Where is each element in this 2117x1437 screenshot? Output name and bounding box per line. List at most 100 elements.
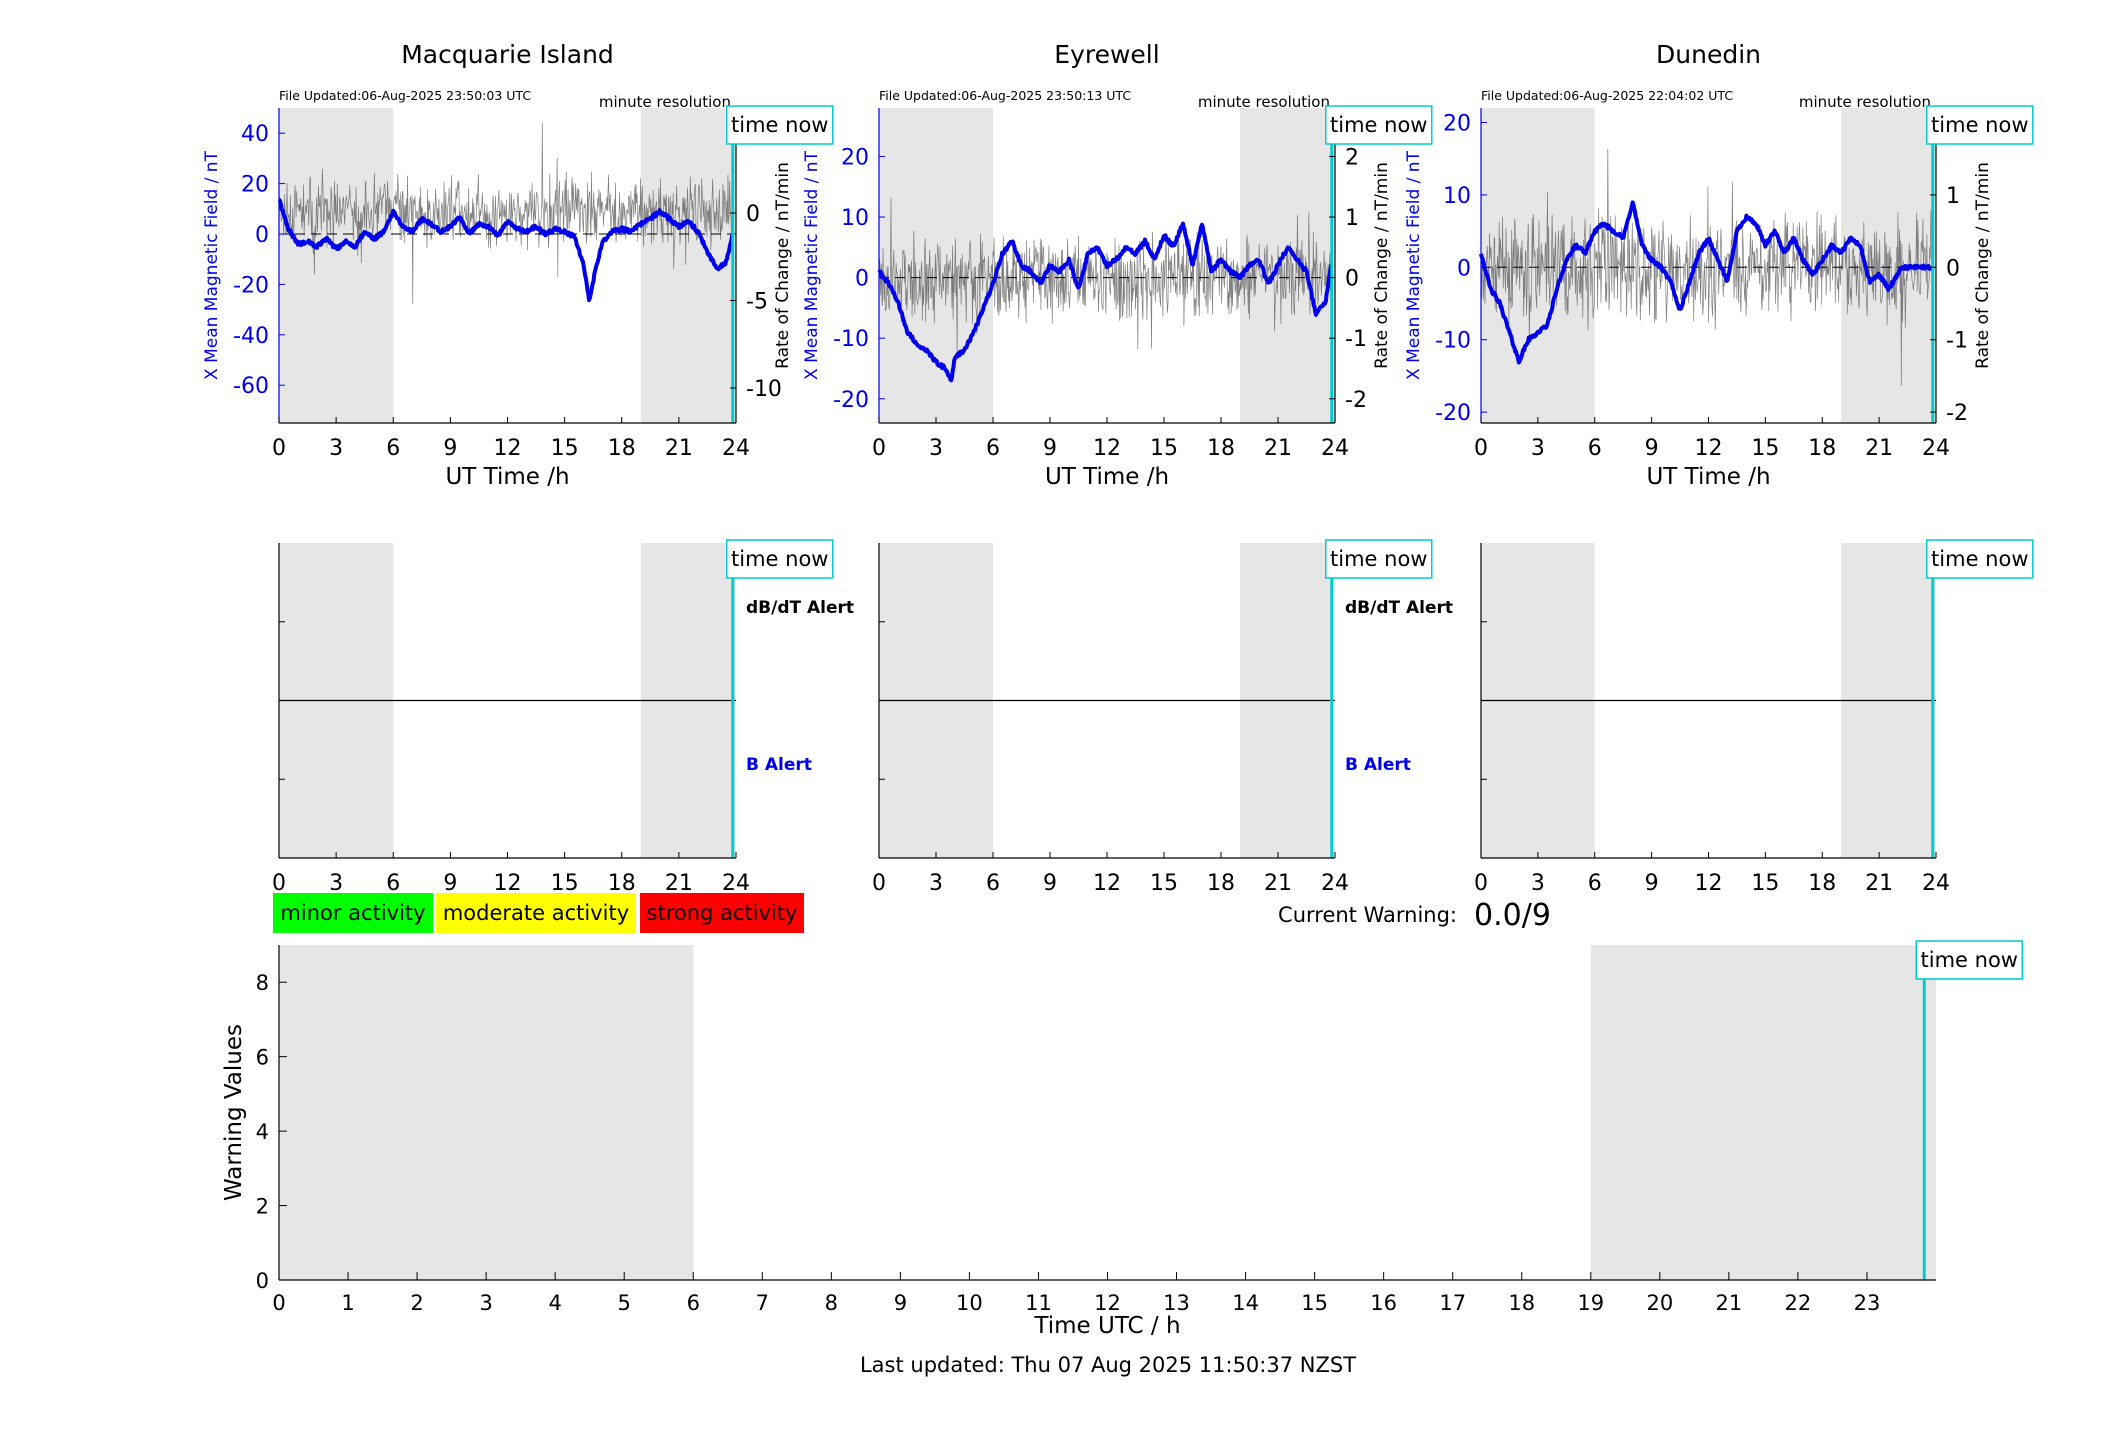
x-tick-label: 21	[1716, 1291, 1743, 1315]
y-tick-label: -10	[1435, 329, 1471, 354]
y-tick-label: 0	[1457, 256, 1471, 281]
y-tick-label: 20	[841, 145, 869, 170]
night-shade	[1590, 945, 1936, 1280]
y-tick-label: -10	[833, 327, 869, 352]
x-tick-label: 6	[687, 1291, 700, 1315]
y-tick-label: 10	[841, 206, 869, 231]
x-tick-label: 12	[1094, 1291, 1121, 1315]
mid-1-time-now-box	[1325, 539, 1433, 579]
rate-of-change-series	[878, 197, 1332, 359]
x-tick-label: 6	[1588, 871, 1602, 896]
x-tick-label: 9	[894, 1291, 907, 1315]
y-axis-label: Warning Values	[221, 1024, 247, 1201]
x-tick-label: 12	[494, 436, 522, 461]
magnetic-field-series	[277, 198, 735, 303]
x-tick-label: 24	[1321, 871, 1349, 896]
mid-0-time-now-box	[726, 539, 834, 579]
x-tick-label: 21	[665, 436, 693, 461]
legend-label-2: strong activity	[647, 901, 798, 925]
y2-tick-label: 0	[746, 202, 760, 227]
legend-swatch-1	[436, 893, 636, 933]
legend-swatch-0	[273, 893, 433, 933]
station-plot-2: 03691215182124-20-1001020-2-1012DunedinF…	[1404, 40, 2034, 490]
y-tick-label: 2	[256, 1195, 269, 1219]
y-tick-label: 20	[241, 173, 269, 198]
file-updated-label: File Updated:06-Aug-2025 23:50:13 UTC	[879, 88, 1131, 103]
x-tick-label: 3	[1531, 436, 1545, 461]
x-tick-label: 20	[1646, 1291, 1673, 1315]
night-shade	[279, 945, 694, 1280]
x-tick-label: 10	[956, 1291, 983, 1315]
x-tick-label: 3	[329, 871, 343, 896]
x-tick-label: 12	[1093, 436, 1121, 461]
station-title: Macquarie Island	[401, 40, 614, 69]
x-tick-label: 15	[551, 871, 579, 896]
x-tick-label: 24	[1922, 871, 1950, 896]
x-tick-label: 24	[1922, 436, 1950, 461]
b-alert-label: B Alert	[746, 755, 812, 775]
station-title: Dunedin	[1656, 40, 1761, 69]
x-tick-label: 6	[386, 436, 400, 461]
x-tick-label: 14	[1232, 1291, 1259, 1315]
alert-plot-0: 0 3 6 9 12 15 18 21 24 dB/dT Alert B Alert time now	[272, 539, 854, 896]
y-tick-label: -20	[833, 388, 869, 413]
x-tick-label: 9	[1645, 871, 1659, 896]
y2-tick-label: 0	[1345, 267, 1359, 292]
x-axis-label: UT Time /h	[1045, 464, 1169, 490]
night-shade	[879, 108, 993, 423]
dbdt-alert-label: dB/dT Alert	[1345, 598, 1453, 618]
mid-0-time-now-label: time now	[731, 547, 828, 571]
activity-legend: minor activity moderate activity strong ac…	[273, 893, 804, 933]
mid-2-time-now-label: time now	[1931, 547, 2028, 571]
y-tick-label: 0	[256, 1269, 269, 1293]
magnetic-field-series	[1479, 200, 1934, 365]
x-tick-label: 12	[1093, 871, 1121, 896]
mid-1-time-now-label: time now	[1330, 547, 1427, 571]
y2-tick-label: 0	[1946, 256, 1960, 281]
y-tick-label: -40	[233, 324, 269, 349]
x-tick-label: 3	[929, 871, 943, 896]
dbdt-alert-label: dB/dT Alert	[746, 598, 854, 618]
x-tick-label: 21	[1264, 871, 1292, 896]
x-tick-label: 21	[1264, 436, 1292, 461]
x-tick-label: 7	[756, 1291, 769, 1315]
x-tick-label: 21	[1865, 871, 1893, 896]
x-tick-label: 9	[1645, 436, 1659, 461]
y-tick-label: 0	[255, 223, 269, 248]
x-tick-label: 18	[608, 871, 636, 896]
minute-resolution-label: minute resolution	[1198, 93, 1330, 111]
y2-axis-label: Rate of Change / nT/min	[773, 162, 793, 369]
x-axis-label: UT Time /h	[1646, 464, 1770, 490]
y-tick-label: -20	[1435, 401, 1471, 426]
x-tick-label: 16	[1370, 1291, 1397, 1315]
x-tick-label: 18	[1207, 436, 1235, 461]
y2-axis-label: Rate of Change / nT/min	[1973, 162, 1993, 369]
alert-plot-2: 0 3 6 9 12 15 18 21 24 time now	[1474, 539, 2034, 896]
y-axis-label: X Mean Magnetic Field / nT	[1404, 150, 1424, 380]
x-tick-label: 4	[548, 1291, 561, 1315]
x-tick-label: 12	[494, 871, 522, 896]
x-tick-label: 21	[665, 871, 693, 896]
x-tick-label: 6	[986, 436, 1000, 461]
station-title: Eyrewell	[1054, 40, 1159, 69]
x-tick-label: 18	[1808, 436, 1836, 461]
y2-tick-label: -2	[1345, 388, 1367, 413]
y-tick-label: 0	[855, 267, 869, 292]
x-tick-label: 18	[1207, 871, 1235, 896]
x-tick-label: 6	[986, 871, 1000, 896]
y-tick-label: -60	[233, 374, 269, 399]
x-tick-label: 0	[272, 1291, 285, 1315]
x-tick-label: 17	[1439, 1291, 1466, 1315]
x-tick-label: 15	[1150, 871, 1178, 896]
x-tick-label: 0	[1474, 871, 1488, 896]
x-tick-label: 24	[722, 436, 750, 461]
x-tick-label: 0	[1474, 436, 1488, 461]
current-warning-value: 0.0/9	[1474, 898, 1551, 933]
rate-of-change-series	[278, 122, 733, 305]
x-axis-label: Time UTC / h	[1033, 1313, 1180, 1339]
x-tick-label: 6	[386, 871, 400, 896]
last-updated-label: Last updated: Thu 07 Aug 2025 11:50:37 N…	[860, 1353, 1356, 1377]
x-tick-label: 15	[1301, 1291, 1328, 1315]
x-tick-label: 0	[272, 871, 286, 896]
